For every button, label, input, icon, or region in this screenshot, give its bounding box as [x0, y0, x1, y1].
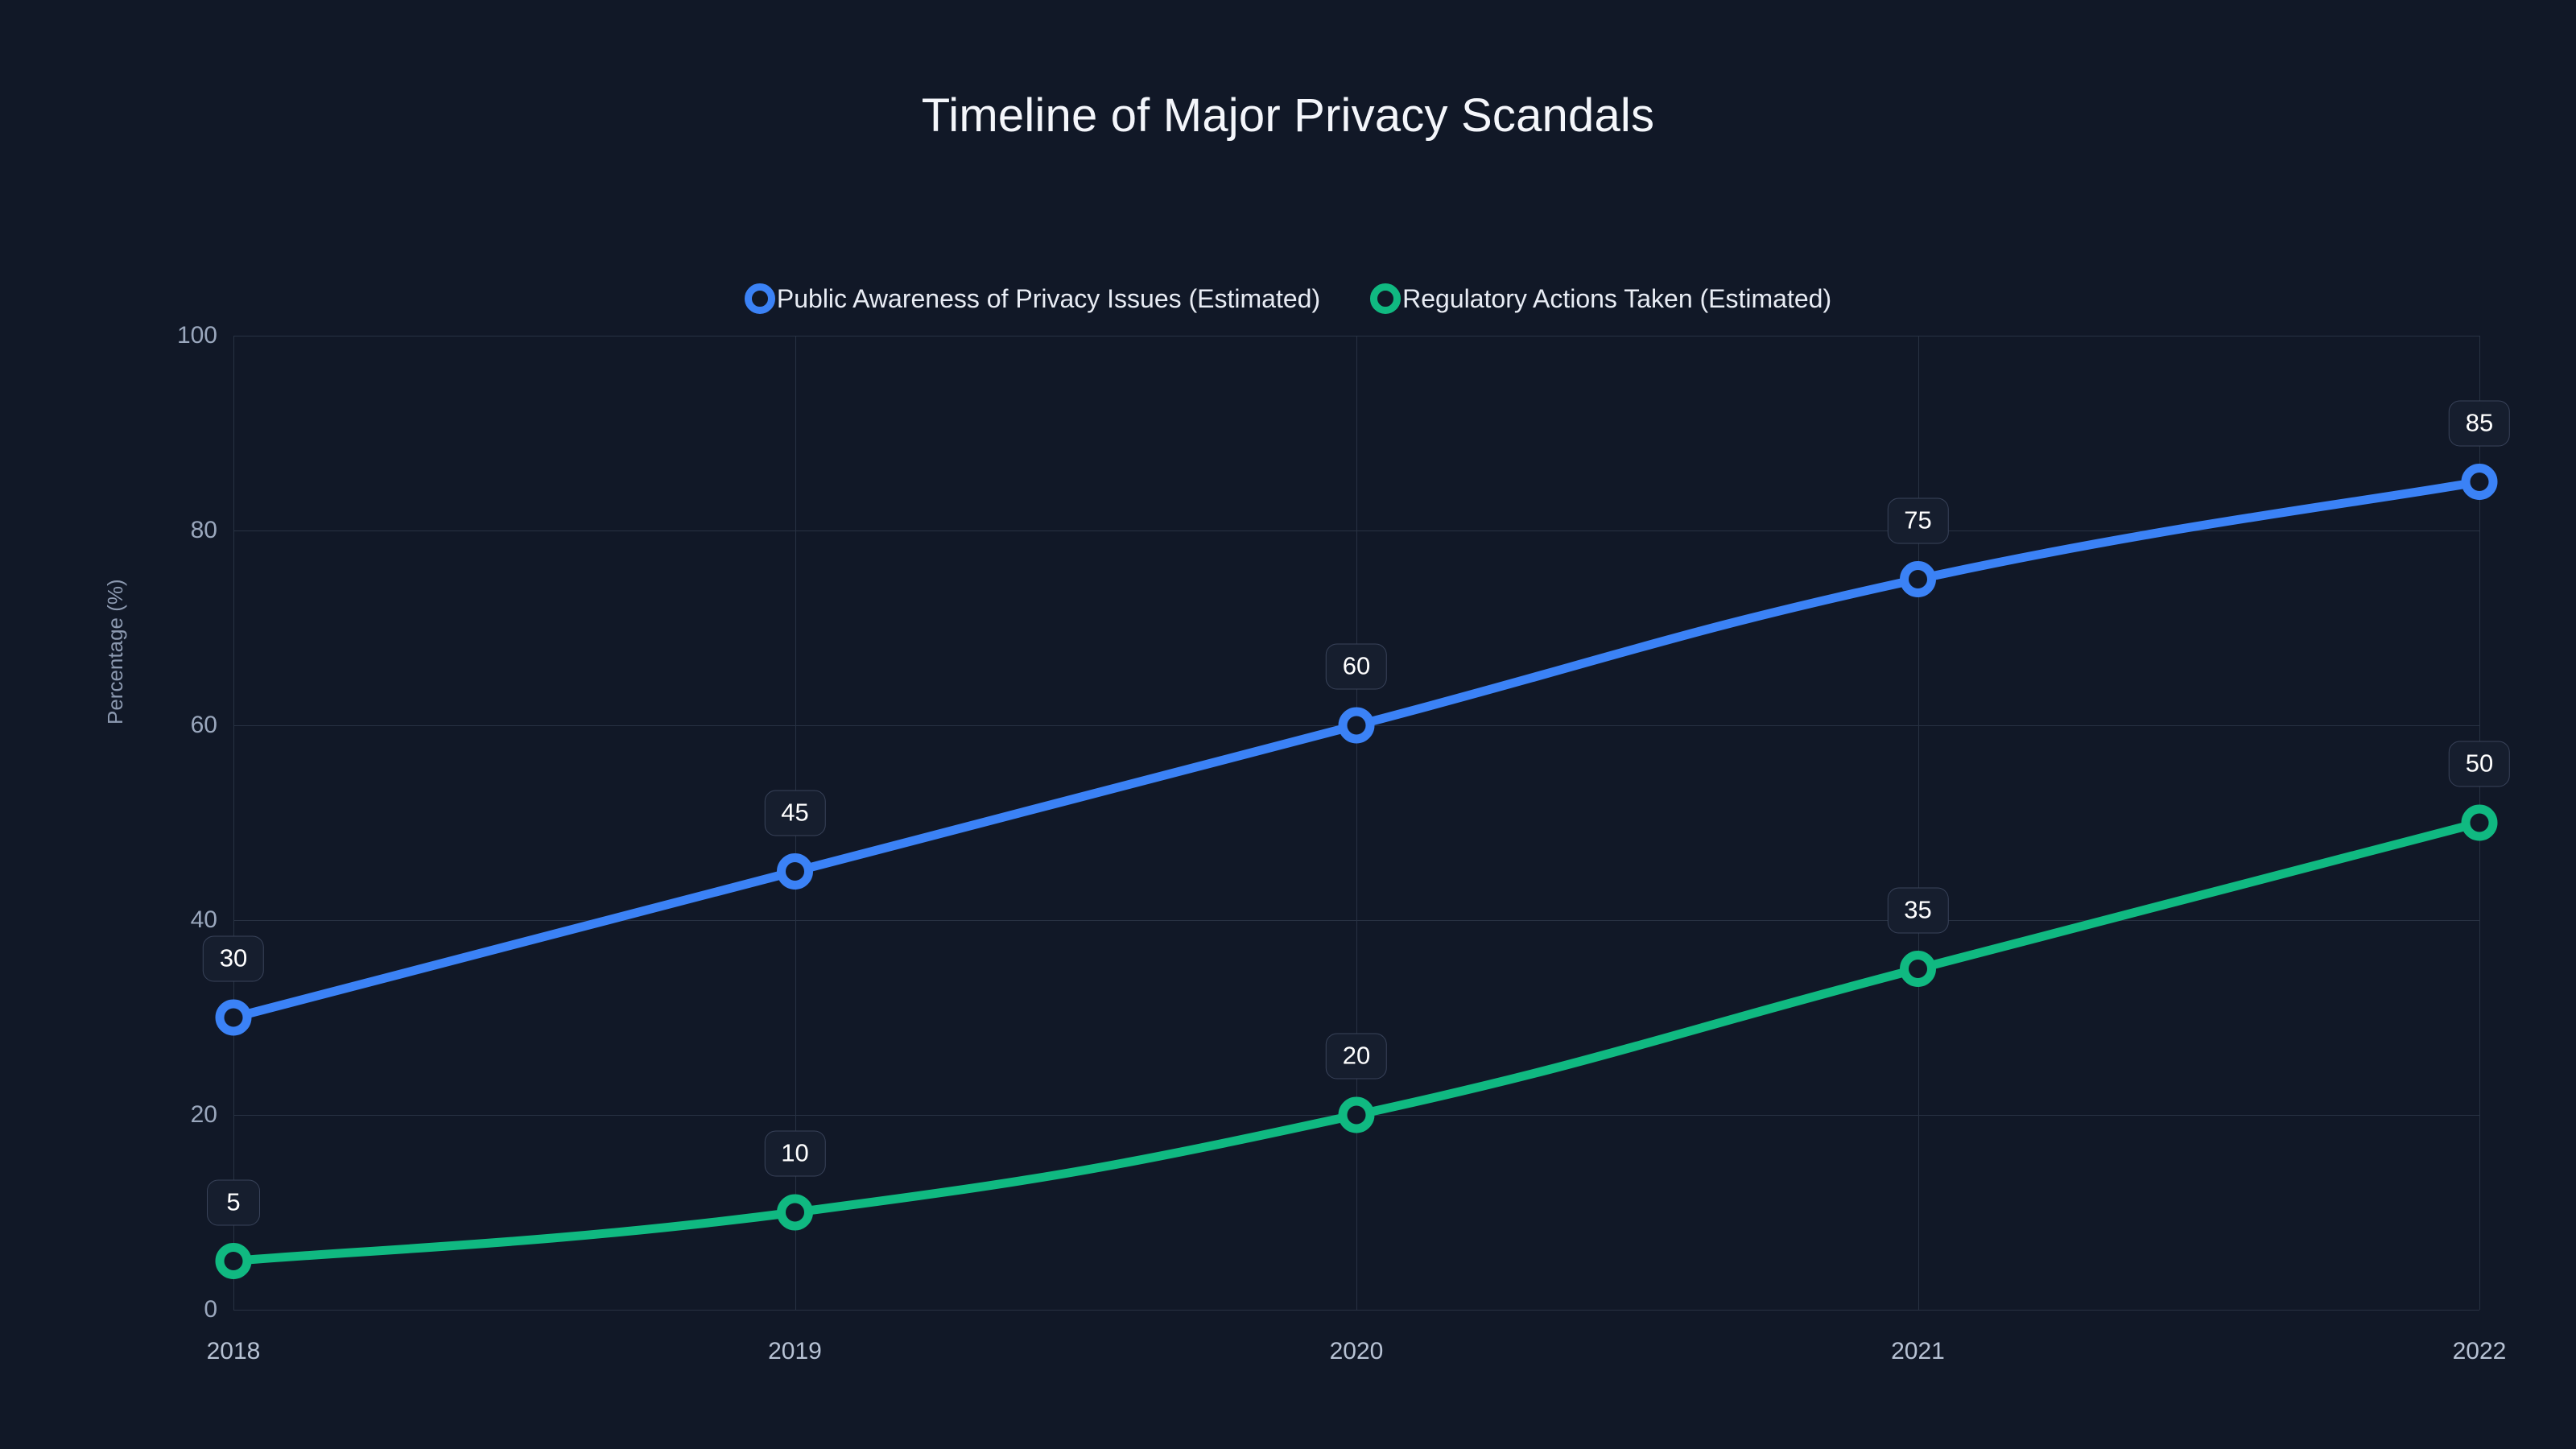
y-axis-tick-label: 80 — [190, 517, 217, 543]
plot-area: 0 20 40 60 80 100 2018 2019 2020 2021 2022 30 45 60… — [177, 322, 2511, 1364]
data-point-label: 10 — [764, 1130, 826, 1177]
legend-item-public-awareness[interactable]: Public Awareness of Privacy Issues (Esti… — [744, 283, 1321, 314]
chart-legend: Public Awareness of Privacy Issues (Esti… — [0, 283, 2576, 314]
legend-item-label: Regulatory Actions Taken (Estimated) — [1402, 283, 1832, 313]
x-axis-tick-label: 2020 — [1329, 1338, 1384, 1364]
data-point-marker[interactable] — [1900, 561, 1936, 597]
x-axis-tick-label: 2021 — [1891, 1338, 1945, 1364]
data-point-marker[interactable] — [215, 1243, 252, 1279]
data-point-marker[interactable] — [1338, 1096, 1375, 1133]
y-axis-title: Percentage (%) — [103, 579, 127, 724]
data-point-label: 85 — [2448, 400, 2511, 446]
gridline-horizontal — [233, 1310, 2479, 1311]
y-axis-tick-label: 40 — [190, 906, 217, 933]
gridline-vertical — [233, 336, 234, 1310]
data-point-label: 30 — [202, 935, 265, 982]
y-axis-tick-label: 60 — [190, 712, 217, 738]
y-axis-tick-label: 20 — [190, 1101, 217, 1128]
series-line — [229, 477, 2484, 1022]
series-lines — [215, 464, 2498, 1279]
data-point-marker[interactable] — [1338, 707, 1375, 744]
data-point-marker[interactable] — [1900, 951, 1936, 987]
legend-marker-circle-icon — [744, 283, 775, 314]
y-axis-tick-label: 0 — [204, 1296, 217, 1323]
data-point-label: 50 — [2448, 741, 2511, 787]
data-point-label: 60 — [1325, 643, 1388, 690]
data-point-marker[interactable] — [2461, 804, 2498, 841]
legend-item-label: Public Awareness of Privacy Issues (Esti… — [776, 283, 1321, 313]
data-point-label: 75 — [1887, 497, 1949, 543]
data-point-marker[interactable] — [777, 1194, 813, 1231]
data-point-marker[interactable] — [215, 999, 252, 1036]
x-axis-tick-label: 2019 — [768, 1338, 822, 1364]
legend-marker-circle-icon — [1370, 283, 1402, 314]
legend-item-regulatory-actions[interactable]: Regulatory Actions Taken (Estimated) — [1370, 283, 1831, 314]
data-point-label: 20 — [1325, 1033, 1388, 1080]
data-point-label: 5 — [207, 1179, 260, 1225]
gridline-vertical — [1356, 336, 1357, 1310]
data-point-label: 45 — [764, 790, 826, 836]
data-point-label: 35 — [1887, 887, 1949, 933]
page-title: Timeline of Major Privacy Scandals — [921, 89, 1655, 142]
x-axis-tick-label: 2018 — [206, 1338, 261, 1364]
gridline-vertical — [1918, 336, 1919, 1310]
data-point-marker[interactable] — [777, 853, 813, 890]
x-axis-tick-label: 2022 — [2452, 1338, 2507, 1364]
y-axis-tick-label: 100 — [176, 322, 217, 349]
data-point-marker[interactable] — [2461, 464, 2498, 500]
